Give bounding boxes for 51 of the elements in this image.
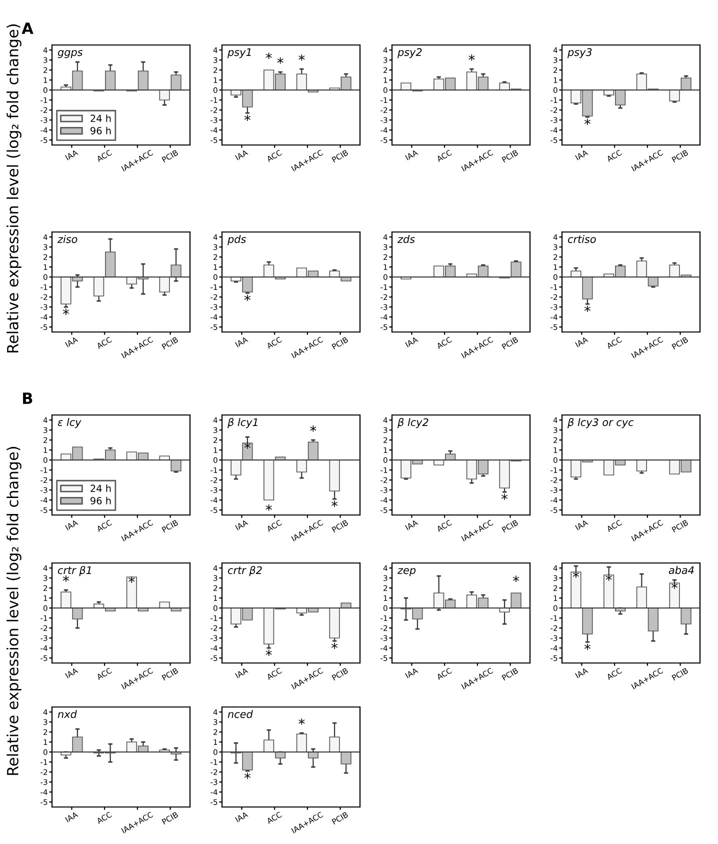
annotation: * <box>671 582 678 589</box>
annotation: * <box>468 54 475 61</box>
annotation: * <box>331 500 338 507</box>
chart-title: nced <box>228 710 253 718</box>
chart-title: crtr β2 <box>228 566 262 576</box>
annotation: * <box>266 650 272 656</box>
annotation: * <box>277 57 284 64</box>
chart-title: ε lcy <box>58 418 82 428</box>
chart-title: zds <box>397 235 415 244</box>
annotation: * <box>310 425 316 432</box>
annotation: * <box>584 644 591 650</box>
y-axis-title: Relative expression level (log₂ fold change) <box>6 24 22 352</box>
annotation: * <box>331 642 338 649</box>
chart-title: psy2 <box>397 48 422 58</box>
chart-title: crtiso <box>568 235 596 244</box>
annotation: * <box>62 575 70 582</box>
annotation: * <box>244 772 251 779</box>
chart-title: ggps <box>58 50 83 58</box>
chart-title: aba4 <box>668 566 694 574</box>
annotation: * <box>501 494 508 500</box>
annotation: * <box>572 572 580 578</box>
annotation: * <box>62 308 70 315</box>
annotation: * <box>512 576 520 582</box>
annotation: * <box>584 306 591 312</box>
chart-title: ziso <box>57 235 78 244</box>
annotation: * <box>606 574 612 581</box>
chart-title: psy3 <box>567 48 592 58</box>
text: A <box>22 22 34 34</box>
chart-title: nxd <box>58 710 77 718</box>
chart-title: β lcy1 <box>228 418 258 428</box>
annotation: * <box>584 118 591 125</box>
legend-label: 96 h <box>90 496 111 504</box>
annotation: * <box>244 294 251 301</box>
legend-label: 96 h <box>90 126 111 134</box>
annotation: * <box>266 504 272 511</box>
chart-title: pds <box>227 235 246 246</box>
chart-title: β lcy2 <box>398 418 428 428</box>
annotation: * <box>298 718 305 725</box>
chart-title: psy1 <box>227 48 251 58</box>
legend-label: 24 h <box>90 484 111 492</box>
y-axis-title: Relative expression level (log₂ fold change) <box>6 446 22 775</box>
annotation: * <box>244 114 251 121</box>
annotation: * <box>128 576 135 583</box>
chart-title: zep <box>397 568 416 576</box>
text: B <box>23 392 32 404</box>
chart-title: crtr β1 <box>58 566 91 576</box>
chart-title: β lcy3 or cyc <box>568 418 634 428</box>
annotation: * <box>244 442 251 449</box>
annotation: * <box>266 52 272 59</box>
legend-label: 24 h <box>90 114 111 122</box>
annotation: * <box>298 54 305 61</box>
